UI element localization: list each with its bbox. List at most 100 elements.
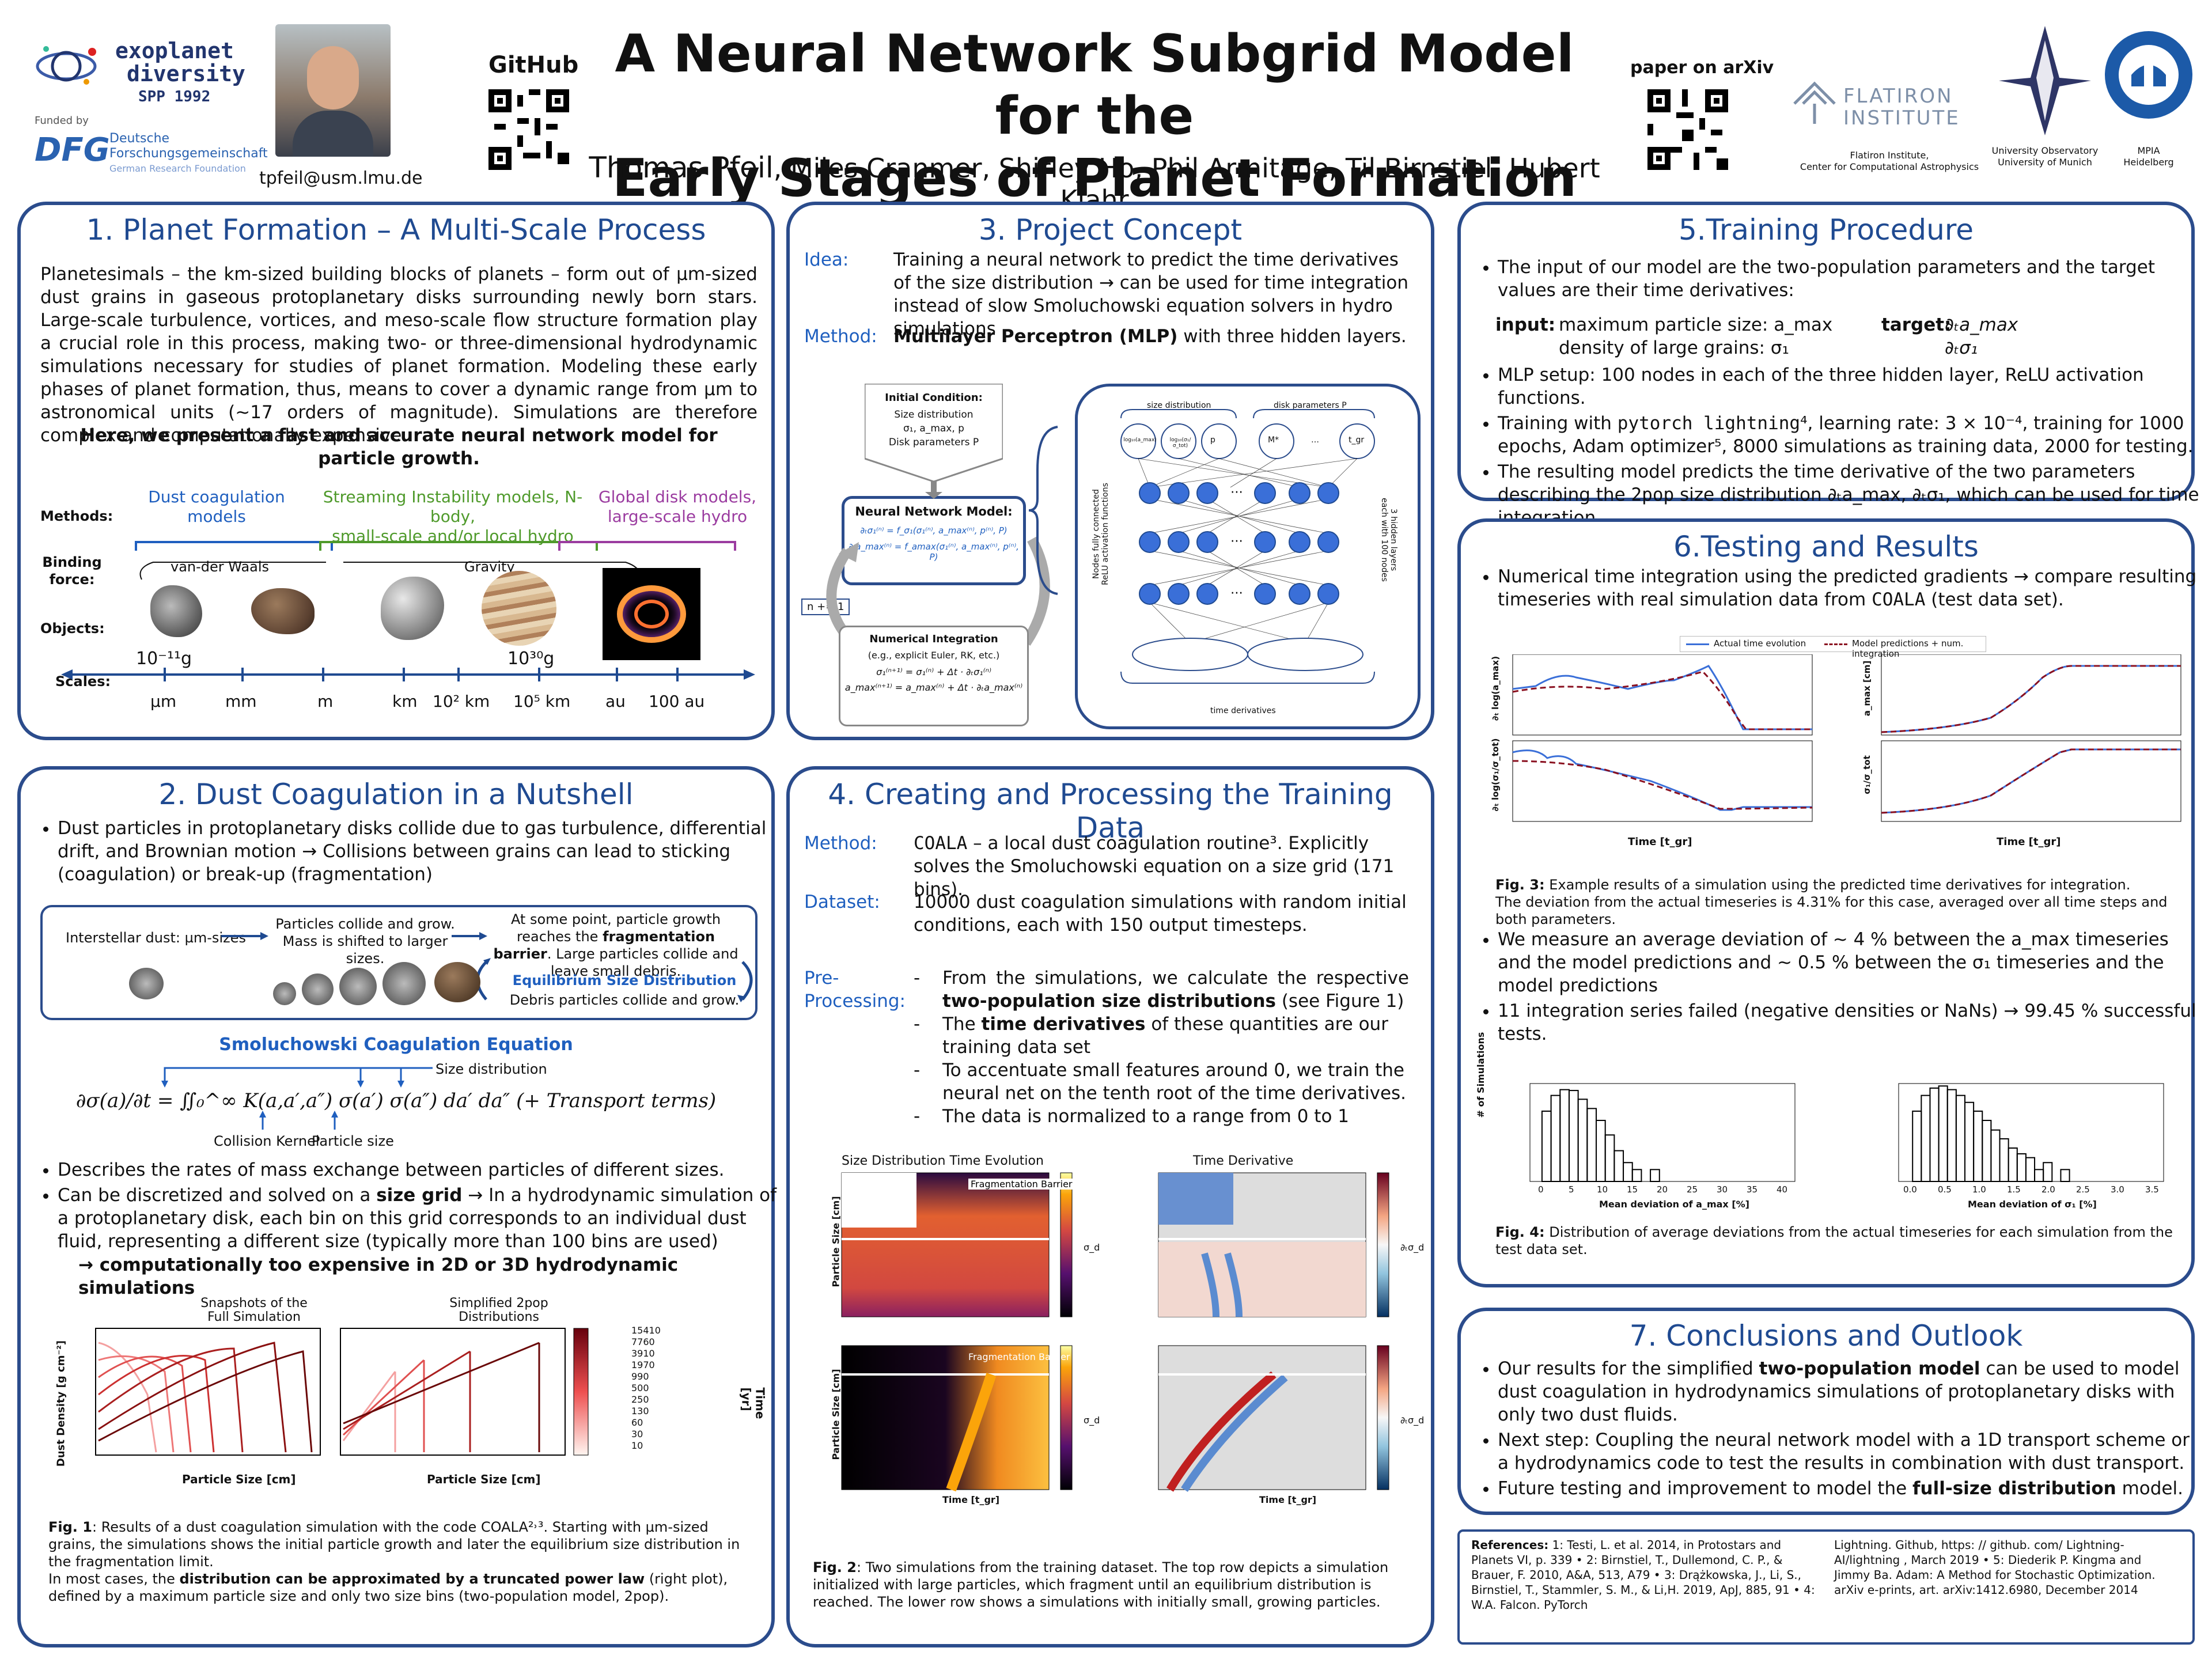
legend-swatch xyxy=(1824,643,1847,645)
nn-title: Neural Network Model: xyxy=(855,505,1013,518)
references-box: References: 1: Testi, L. et al. 2014, in… xyxy=(1457,1529,2195,1645)
plot2-title: Simplified 2pop Distributions xyxy=(449,1296,548,1324)
hist-xticks-left: 0 5 10 15 20 25 30 35 40 xyxy=(1530,1184,1795,1197)
bullet-item: The resulting model predicts the time de… xyxy=(1498,460,2200,529)
x-tick: 3.5 xyxy=(2145,1184,2159,1195)
dataset-text: 10000 dust coagulation simulations with … xyxy=(914,892,1407,935)
panel-training-data: 4. Creating and Processing the Training … xyxy=(786,766,1434,1647)
scale-labels: µm mm m km 10² km 10⁵ km au 100 au xyxy=(21,692,770,715)
box-collide: Particles collide and grow. Mass is shif… xyxy=(275,916,455,967)
dust-grain-icon xyxy=(129,968,164,999)
histogram-bar xyxy=(1938,1085,1948,1182)
dust-grain-icon xyxy=(302,974,334,1005)
references-col-1: References: 1: Testi, L. et al. 2014, in… xyxy=(1471,1537,1817,1612)
mpia-seal-icon xyxy=(2105,31,2192,119)
bullet-item: 11 integration series failed (negative d… xyxy=(1498,999,2200,1046)
nn-model-box: Neural Network Model: ∂ₜσ₁⁽ⁿ⁾ = f_σ₁(σ₁⁽… xyxy=(842,496,1026,585)
bullet-text: The resulting model predicts the time de… xyxy=(1498,461,2135,505)
planet-rings-icon xyxy=(36,46,97,85)
mlp-network: ⋯ ⋯ ⋯ xyxy=(1120,409,1375,684)
histogram-bar xyxy=(1946,1089,1957,1183)
x-tick: 0 xyxy=(1538,1184,1544,1195)
mlp-size-label: size distribution xyxy=(1147,401,1211,410)
heatmap-title-right: Time Derivative xyxy=(1193,1154,1294,1168)
cbar-tick: 7760 xyxy=(631,1336,655,1347)
histogram-bar xyxy=(1596,1120,1606,1182)
histogram-bar xyxy=(1559,1089,1570,1183)
box-equilibrium: Equilibrium Size Distribution xyxy=(512,972,737,988)
bullet-bold: full-size distribution xyxy=(1912,1478,2116,1499)
fig4-caption: Fig. 4: Distribution of average deviatio… xyxy=(1495,1224,2181,1258)
dfg-mark: DFG xyxy=(35,131,110,169)
cbar-tick: 1970 xyxy=(631,1359,655,1370)
bullet-item: Describes the rates of mass exchange bet… xyxy=(58,1158,778,1181)
references-label: References: xyxy=(1471,1538,1549,1552)
scale-label: 10² km xyxy=(433,692,490,711)
ts-ylabel-2: ∂ₜ log(σ₁/σ_tot) xyxy=(1490,738,1501,812)
nn-eq-2: ∂ₜa_max⁽ⁿ⁾ = f_amax(σ₁⁽ⁿ⁾, a_max⁽ⁿ⁾, p⁽ⁿ… xyxy=(849,541,1019,562)
caption-text: In most cases, the xyxy=(48,1571,180,1587)
cbar-sigma-bottom: σ_d xyxy=(1084,1415,1100,1426)
histogram-bar xyxy=(1955,1094,1965,1182)
frag-text-2: fragmentation barrier xyxy=(493,929,715,962)
cbar-tick: 30 xyxy=(631,1429,643,1440)
fig1-caption: Fig. 1: Results of a dust coagulation si… xyxy=(48,1518,757,1605)
bullet-list: We measure an average deviation of ~ 4 %… xyxy=(1475,928,2200,1048)
logo-text-1: exoplanet xyxy=(115,38,234,63)
usm-caption: University Observatory University of Mun… xyxy=(1991,145,2099,168)
svg-text:⋯: ⋯ xyxy=(1230,485,1243,499)
bullet-item: Can be discretized and solved on a size … xyxy=(58,1184,778,1253)
fig2-caption: Fig. 2: Two simulations from the trainin… xyxy=(813,1559,1418,1611)
github-qr-code[interactable] xyxy=(488,89,569,170)
heatmap-figure xyxy=(841,1172,1389,1492)
histogram-bar xyxy=(1577,1099,1588,1182)
flatiron-logo: FLATIRON INSTITUTE Flatiron Institute, C… xyxy=(1791,81,1987,173)
histogram-bar xyxy=(1973,1110,1983,1182)
bullet-item: Next step: Coupling the neural network m… xyxy=(1498,1429,2200,1475)
mlp-diagram: size distribution disk parameters P Node… xyxy=(1075,384,1421,729)
bullet-text: Training with xyxy=(1498,413,1618,434)
caption-label: Fig. 4: xyxy=(1495,1224,1545,1240)
plot-ylabel: Dust Density [g cm⁻²] xyxy=(55,1340,67,1467)
binding-vdw: van-der Waals xyxy=(171,559,270,575)
mlp-input-label: … xyxy=(1311,435,1319,445)
brace xyxy=(1028,426,1058,595)
x-tick: 25 xyxy=(1687,1184,1698,1195)
eq-size-dist: Size distribution xyxy=(435,1061,547,1077)
cbar-tick: 500 xyxy=(631,1382,649,1393)
flatiron-name: FLATIRON INSTITUTE xyxy=(1843,85,1960,130)
bullet-bold: size grid xyxy=(376,1185,463,1206)
planetesimal-icon xyxy=(381,577,444,640)
target-2: ∂ₜσ₁ xyxy=(1945,338,1978,358)
scale-label: µm xyxy=(150,692,177,711)
legend-label: Actual time evolution xyxy=(1714,638,1806,649)
arxiv-qr-code[interactable] xyxy=(1647,89,1728,170)
logo-spp: SPP 1992 xyxy=(138,88,211,105)
input-2: density of large grains: σ₁ xyxy=(1559,338,1789,358)
eq-particle-size: Particle size xyxy=(312,1133,394,1149)
histogram-bar xyxy=(1921,1094,1931,1182)
logo-text-2: diversity xyxy=(127,61,245,86)
panel-dust-coagulation: 2. Dust Coagulation in a Nutshell Dust p… xyxy=(17,766,778,1647)
cbar-tick: 990 xyxy=(631,1371,649,1382)
plot1-title: Snapshots of the Full Simulation xyxy=(200,1296,308,1324)
input-1: maximum particle size: a_max xyxy=(1559,315,1833,335)
heatmap-ylabel-top: Particle Size [cm] xyxy=(830,1196,842,1287)
pre-text: (see Figure 1) xyxy=(1275,991,1404,1012)
pre-bold: time derivatives xyxy=(981,1014,1146,1035)
method-code: COALA xyxy=(914,833,968,854)
panel-title: 1. Planet Formation – A Multi-Scale Proc… xyxy=(86,213,706,247)
references-text: 1: Testi, L. et al. 2014, in Protostars … xyxy=(1471,1538,1815,1612)
caption-label: Fig. 2 xyxy=(813,1559,857,1575)
method-text: COALA – a local dust coagulation routine… xyxy=(914,832,1409,901)
star-icon xyxy=(1999,26,2091,135)
caption-bold: distribution can be approximated by a tr… xyxy=(179,1571,645,1587)
author-main: Thomas Pfeil xyxy=(589,151,774,184)
scale-label: 10⁵ km xyxy=(513,692,571,711)
author-email[interactable]: tpfeil@usm.lmu.de xyxy=(259,168,423,188)
histogram-bar xyxy=(1604,1134,1615,1182)
mlp-input-label: log₁₀(a_max) xyxy=(1123,437,1157,443)
equation-arrows xyxy=(161,1067,433,1130)
histogram-bar xyxy=(2025,1157,2036,1182)
cbar-label: Time [yr] xyxy=(739,1387,767,1419)
